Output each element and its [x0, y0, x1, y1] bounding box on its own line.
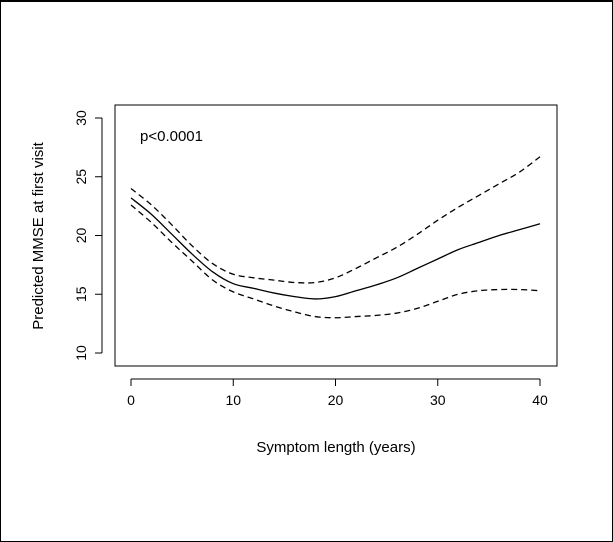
x-tick-label: 40 — [532, 392, 548, 408]
p-value-annotation: p<0.0001 — [140, 128, 203, 145]
x-tick-label: 30 — [430, 392, 446, 408]
estimate-line — [130, 197, 541, 300]
y-tick-label: 25 — [73, 169, 89, 185]
x-tick-label: 10 — [225, 392, 241, 408]
series-lines — [130, 156, 541, 319]
y-axis-label: Predicted MMSE at first visit — [30, 141, 47, 329]
plot-box — [114, 104, 558, 367]
x-tick-label: 0 — [127, 392, 135, 408]
x-axis-label: Symptom length (years) — [256, 439, 415, 456]
upper-ci-line — [130, 156, 541, 284]
x-axis: 0 10 20 30 40 — [127, 378, 548, 408]
x-tick-label: 20 — [328, 392, 344, 408]
y-tick-label: 30 — [73, 110, 89, 126]
y-tick-label: 10 — [73, 345, 89, 361]
y-tick-label: 15 — [73, 286, 89, 302]
lower-ci-line — [130, 204, 541, 319]
y-tick-label: 20 — [73, 228, 89, 244]
y-axis: 10 15 20 25 30 — [73, 110, 103, 361]
